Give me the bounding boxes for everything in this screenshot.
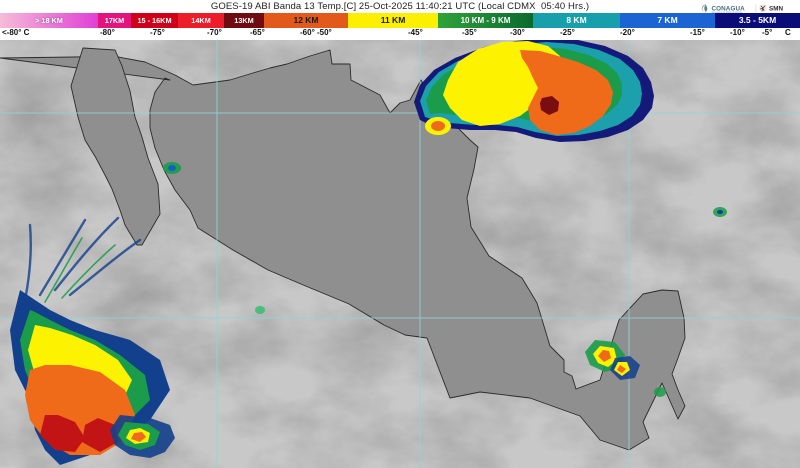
svg-text:SMN: SMN bbox=[769, 5, 783, 12]
